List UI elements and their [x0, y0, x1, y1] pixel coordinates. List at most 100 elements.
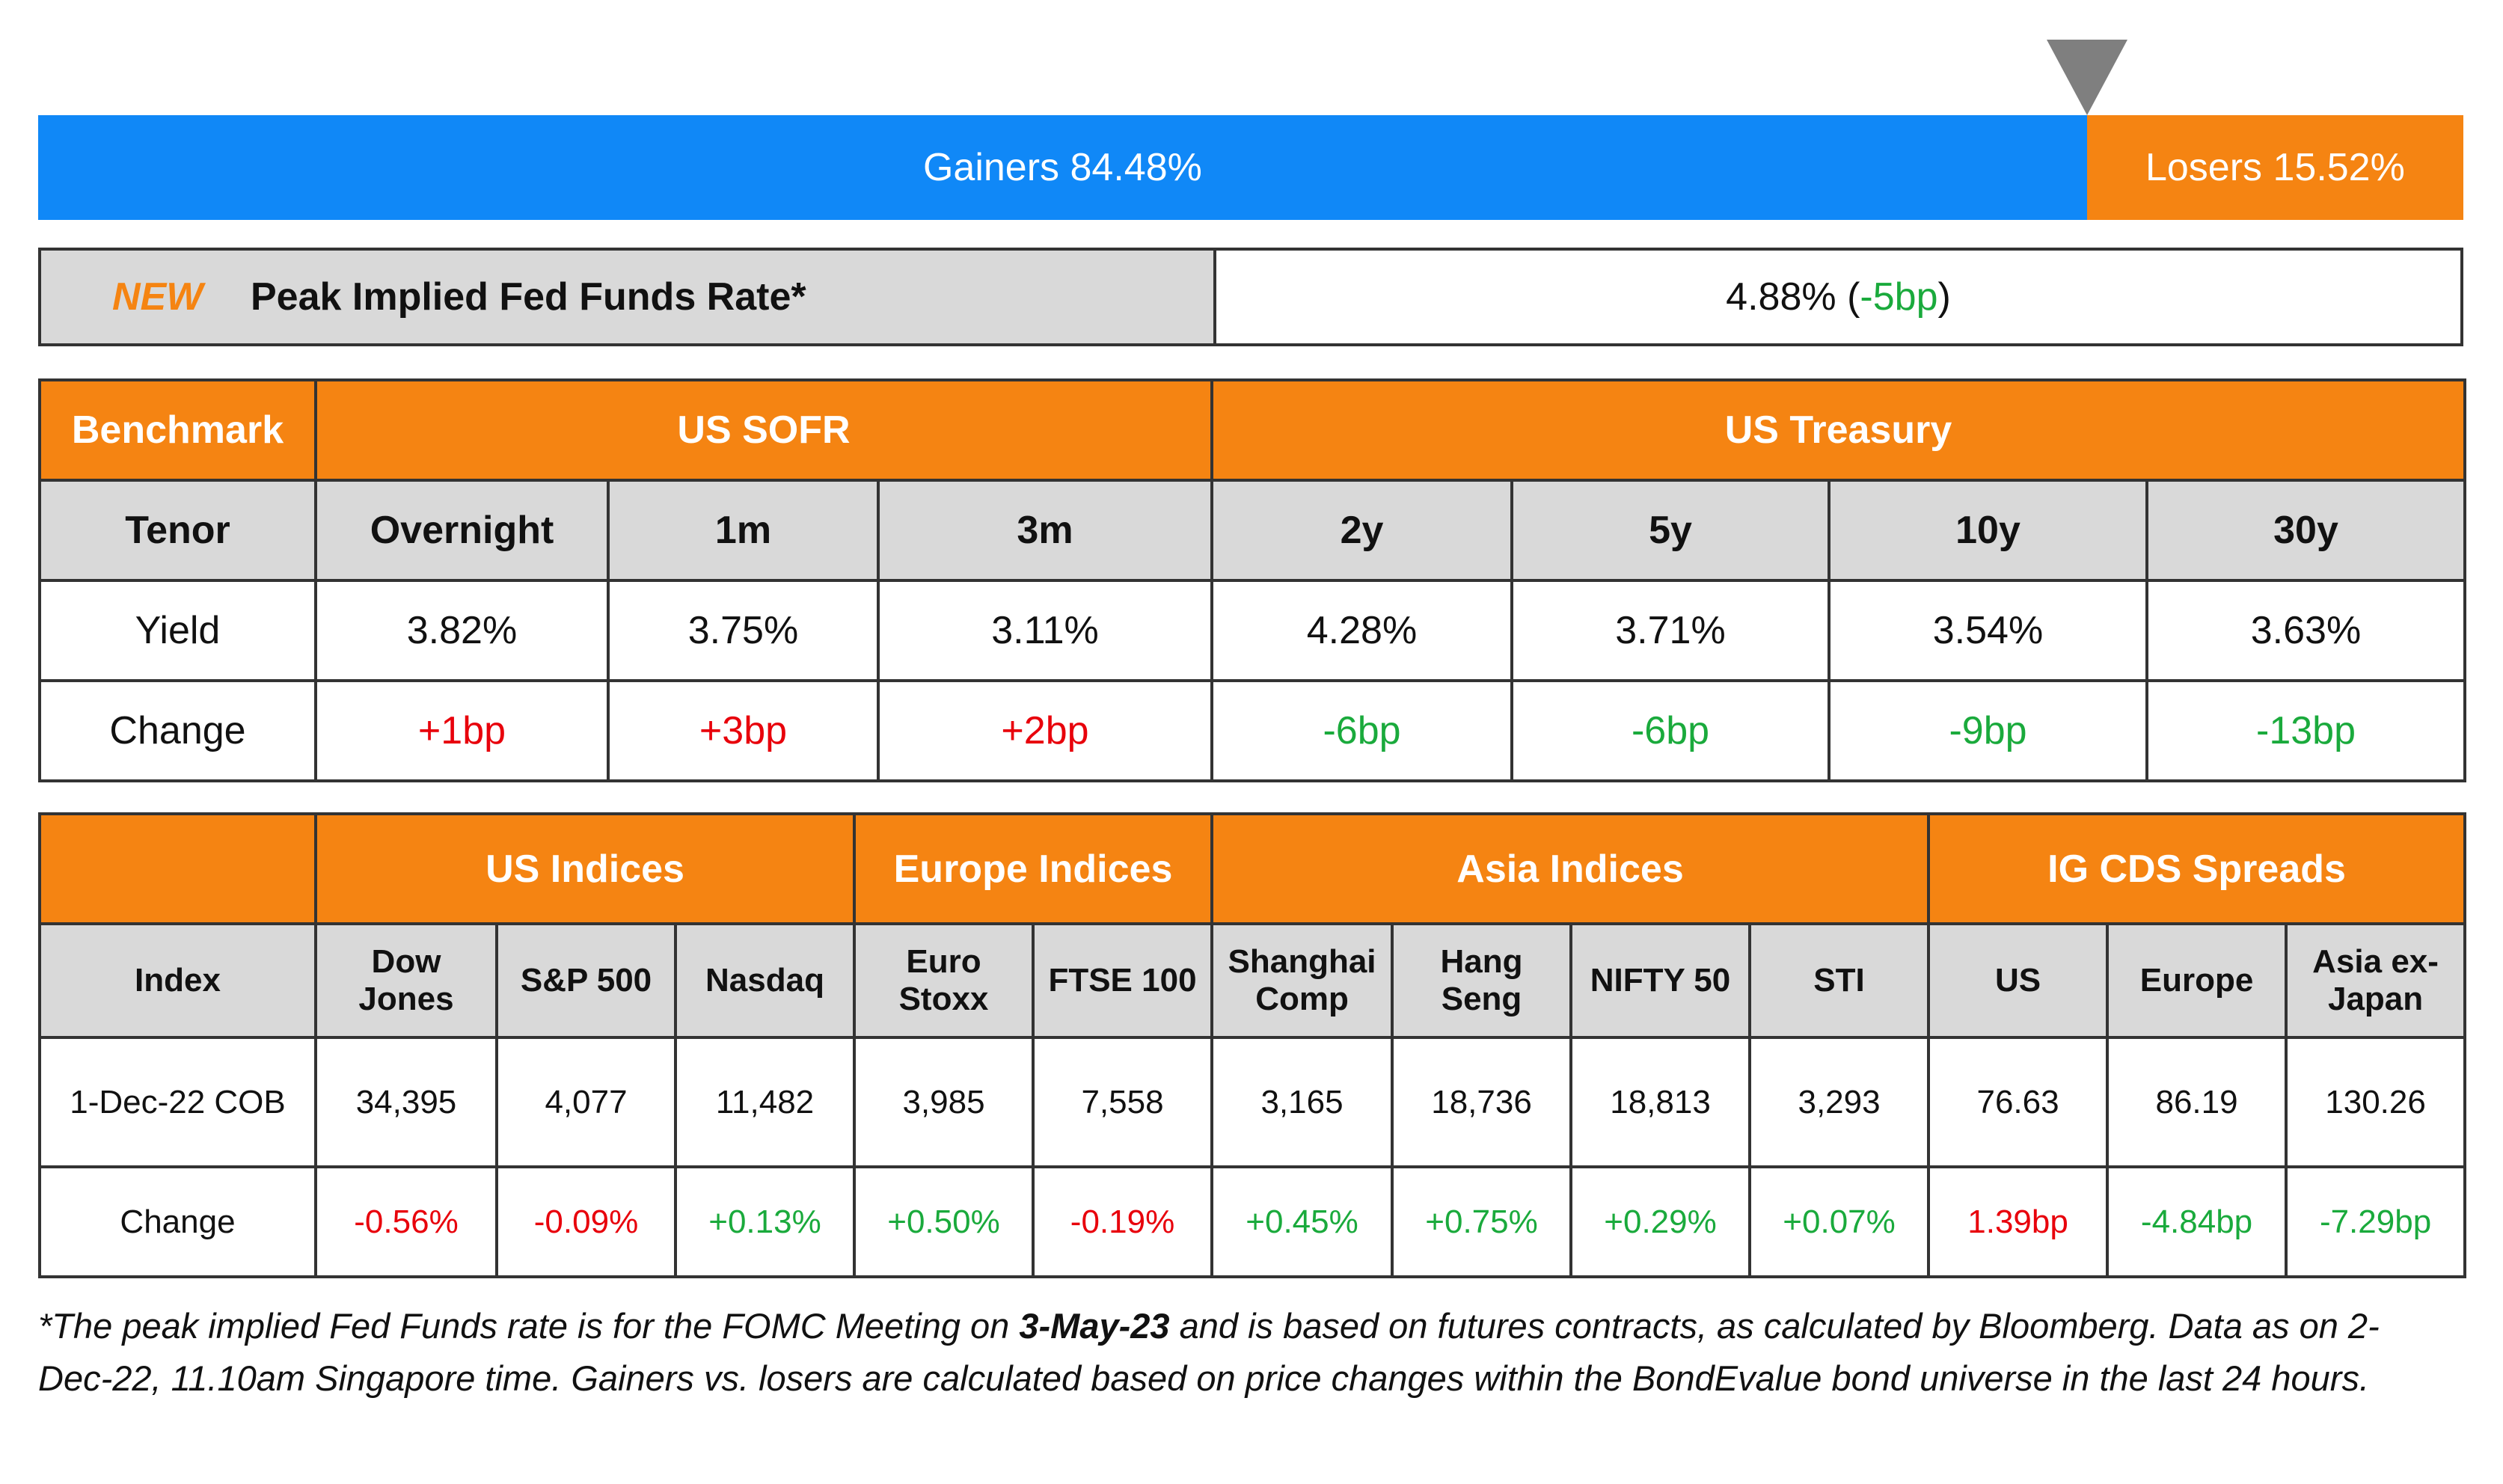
- group-header: US Indices: [314, 812, 856, 925]
- cob-row-cell: 34,395: [314, 1036, 498, 1168]
- group-header: US Treasury: [1210, 378, 2466, 482]
- rates-table: Benchmark US SOFR US Treasury Tenor Overnigh…: [38, 378, 2466, 782]
- cob-row: 1-Dec-22 COB 34,395 4,077 11,482 3,985 7,558 3…: [38, 1036, 2467, 1168]
- cob-row-cell: 130.26: [2285, 1036, 2467, 1168]
- fed-funds-label-cell: NEW Peak Implied Fed Funds Rate*: [41, 251, 1216, 343]
- gainers-bar: Gainers 84.48%: [38, 115, 2087, 220]
- losers-bar: Losers 15.52%: [2086, 115, 2463, 220]
- cob-row-cell: 3,293: [1748, 1036, 1931, 1168]
- tenor-row-cell: 2y: [1210, 479, 1513, 582]
- change-row: Change -0.56% -0.09% +0.13% +0.50% -0.19% +0.4…: [38, 1165, 2467, 1278]
- tenor-row-cell: 30y: [2145, 479, 2466, 582]
- change-row-cell: -0.09%: [495, 1165, 677, 1278]
- index-row-cell: Hang Seng: [1391, 922, 1573, 1039]
- group-row: US Indices Europe Indices Asia Indices IG C…: [38, 812, 2467, 925]
- breadth-bar: Gainers 84.48% Losers 15.52%: [38, 115, 2463, 220]
- group-header: IG CDS Spreads: [1927, 812, 2467, 925]
- footnote-text: *The peak implied Fed Funds rate is for …: [38, 1306, 1020, 1346]
- yield-row-cell: 3.71%: [1510, 579, 1830, 682]
- index-row-cell: Euro Stoxx: [853, 922, 1035, 1039]
- group-header: Asia Indices: [1210, 812, 1931, 925]
- footnote-text: and is based on futures contracts, as ca…: [38, 1306, 2380, 1398]
- tenor-row-cell: Overnight: [314, 479, 610, 582]
- fed-funds-change: -5bp: [1860, 275, 1938, 319]
- row-label: 1-Dec-22 COB: [38, 1036, 317, 1168]
- change-row-cell: -4.84bp: [2106, 1165, 2288, 1278]
- losers-label: Losers 15.52%: [2145, 146, 2405, 189]
- index-row-cell: FTSE 100: [1031, 922, 1214, 1039]
- fed-funds-row: NEW Peak Implied Fed Funds Rate* 4.88% (…: [38, 248, 2463, 346]
- change-row-cell: +1bp: [314, 679, 610, 782]
- tenor-row-cell: 3m: [877, 479, 1213, 582]
- change-row-cell: -13bp: [2145, 679, 2466, 782]
- indices-table: US Indices Europe Indices Asia Indices IG C…: [38, 812, 2467, 1278]
- footnote-date: 3-May-23: [1019, 1306, 1170, 1346]
- index-row-cell: US: [1927, 922, 2110, 1039]
- row-label: Tenor: [38, 479, 317, 582]
- change-row: Change +1bp +3bp +2bp -6bp -6bp -9bp -13bp: [38, 679, 2466, 782]
- footnote: *The peak implied Fed Funds rate is for …: [38, 1300, 2432, 1405]
- group-row: Benchmark US SOFR US Treasury: [38, 378, 2466, 482]
- tenor-row: Tenor Overnight 1m 3m 2y 5y 10y 30y: [38, 479, 2466, 582]
- change-row-cell: -6bp: [1210, 679, 1513, 782]
- cob-row-cell: 3,985: [853, 1036, 1035, 1168]
- corner-cell: [38, 812, 317, 925]
- breadth-marker: [2046, 40, 2127, 115]
- index-row-cell: Europe: [2106, 922, 2288, 1039]
- index-row-cell: Dow Jones: [314, 922, 498, 1039]
- group-header: Europe Indices: [852, 812, 1214, 925]
- row-label: Change: [38, 679, 317, 782]
- yield-row: Yield 3.82% 3.75% 3.11% 4.28% 3.71% 3.54% 3.63%: [38, 579, 2466, 682]
- index-row-cell: STI: [1748, 922, 1931, 1039]
- new-tag: NEW: [112, 275, 203, 319]
- index-row-cell: Shanghai Comp: [1210, 922, 1394, 1039]
- change-row-cell: -7.29bp: [2285, 1165, 2467, 1278]
- cob-row-cell: 4,077: [495, 1036, 677, 1168]
- row-label: Change: [38, 1165, 317, 1278]
- gainers-label: Gainers 84.48%: [922, 146, 1202, 189]
- cob-row-cell: 18,813: [1569, 1036, 1752, 1168]
- change-row-cell: -0.56%: [314, 1165, 498, 1278]
- change-row-cell: -9bp: [1828, 679, 2148, 782]
- tenor-row-cell: 5y: [1510, 479, 1830, 582]
- change-row-cell: +0.07%: [1748, 1165, 1931, 1278]
- change-row-cell: +0.50%: [853, 1165, 1035, 1278]
- fed-funds-rate: 4.88%: [1726, 275, 1836, 319]
- change-row-cell: +2bp: [877, 679, 1213, 782]
- change-row-cell: -0.19%: [1031, 1165, 1214, 1278]
- yield-row-cell: 3.11%: [877, 579, 1213, 682]
- cob-row-cell: 7,558: [1031, 1036, 1214, 1168]
- yield-row-cell: 4.28%: [1210, 579, 1513, 682]
- index-row-cell: NIFTY 50: [1569, 922, 1752, 1039]
- yield-row-cell: 3.75%: [607, 579, 880, 682]
- change-row-cell: 1.39bp: [1927, 1165, 2110, 1278]
- change-row-cell: +0.45%: [1210, 1165, 1394, 1278]
- change-row-cell: +0.13%: [674, 1165, 856, 1278]
- yield-row-cell: 3.54%: [1828, 579, 2148, 682]
- group-header: US SOFR: [314, 378, 1213, 482]
- index-row: Index Dow Jones S&P 500 Nasdaq Euro Stoxx FTS…: [38, 922, 2467, 1039]
- index-row-cell: S&P 500: [495, 922, 677, 1039]
- corner-cell: Benchmark: [38, 378, 317, 482]
- change-row-cell: +3bp: [607, 679, 880, 782]
- cob-row-cell: 3,165: [1210, 1036, 1394, 1168]
- yield-row-cell: 3.82%: [314, 579, 610, 682]
- change-row-cell: +0.29%: [1569, 1165, 1752, 1278]
- index-row-cell: Nasdaq: [674, 922, 856, 1039]
- row-label: Yield: [38, 579, 317, 682]
- cob-row-cell: 18,736: [1391, 1036, 1573, 1168]
- paren: ): [1937, 275, 1951, 319]
- paren: (: [1847, 275, 1860, 319]
- tenor-row-cell: 10y: [1828, 479, 2148, 582]
- cob-row-cell: 76.63: [1927, 1036, 2110, 1168]
- fed-funds-value-cell: 4.88% (-5bp): [1216, 251, 2460, 343]
- index-row-cell: Asia ex-Japan: [2285, 922, 2467, 1039]
- yield-row-cell: 3.63%: [2145, 579, 2466, 682]
- tenor-row-cell: 1m: [607, 479, 880, 582]
- change-row-cell: -6bp: [1510, 679, 1830, 782]
- row-label: Index: [38, 922, 317, 1039]
- change-row-cell: +0.75%: [1391, 1165, 1573, 1278]
- cob-row-cell: 86.19: [2106, 1036, 2288, 1168]
- cob-row-cell: 11,482: [674, 1036, 856, 1168]
